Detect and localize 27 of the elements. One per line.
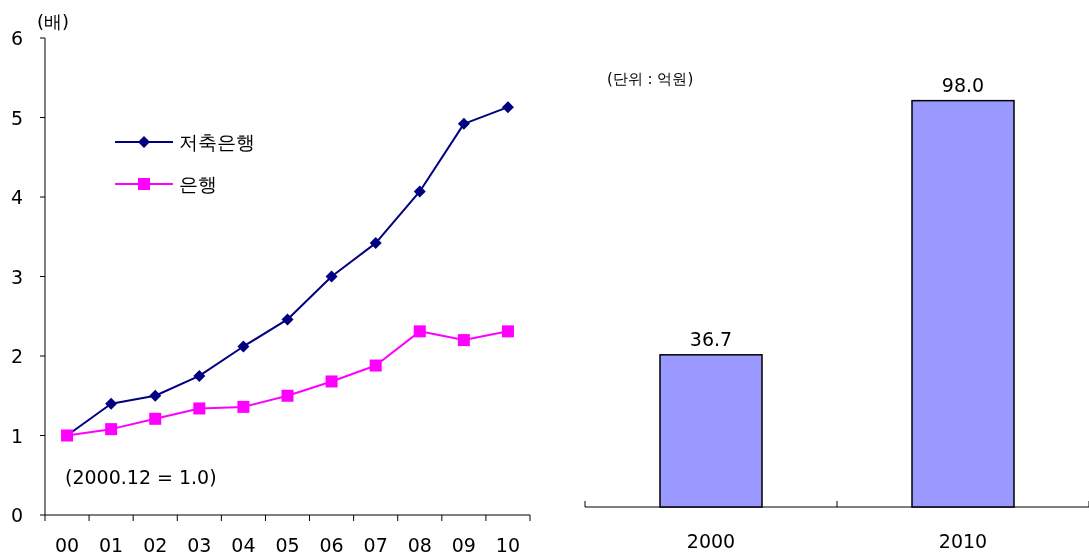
legend-label: 저축은행 bbox=[179, 131, 255, 153]
y-tick-label: 4 bbox=[10, 186, 23, 208]
x-tick-label: 02 bbox=[143, 534, 168, 556]
y-tick-label: 2 bbox=[10, 345, 23, 367]
x-tick-label: 03 bbox=[187, 534, 212, 556]
x-tick-label: 2000 bbox=[686, 530, 736, 552]
x-tick-label: 08 bbox=[407, 534, 432, 556]
x-tick-label: 00 bbox=[54, 534, 80, 556]
x-tick-label: 09 bbox=[451, 534, 476, 556]
x-tick-label: 01 bbox=[99, 534, 124, 556]
y-axis-title: (배) bbox=[37, 11, 70, 32]
x-tick-label: 06 bbox=[319, 534, 344, 556]
x-tick-label: 07 bbox=[363, 534, 388, 556]
annotation: (2000.12 = 1.0) bbox=[65, 466, 217, 488]
text: (단위 : 억원) bbox=[607, 70, 694, 88]
y-tick-label: 1 bbox=[10, 424, 23, 447]
x-tick-label: 2010 bbox=[938, 530, 988, 552]
legend-label: 은행 bbox=[179, 173, 217, 195]
y-tick-label: 3 bbox=[10, 265, 23, 288]
y-tick-label: 6 bbox=[10, 27, 23, 49]
x-tick-label: 10 bbox=[495, 534, 521, 556]
data-label: 36.7 bbox=[689, 327, 733, 350]
x-tick-label: 04 bbox=[231, 534, 256, 556]
data-label: 98.0 bbox=[941, 73, 985, 96]
y-tick-label: 0 bbox=[10, 504, 23, 526]
y-tick-label: 5 bbox=[10, 106, 23, 129]
x-tick-label: 05 bbox=[275, 534, 300, 556]
